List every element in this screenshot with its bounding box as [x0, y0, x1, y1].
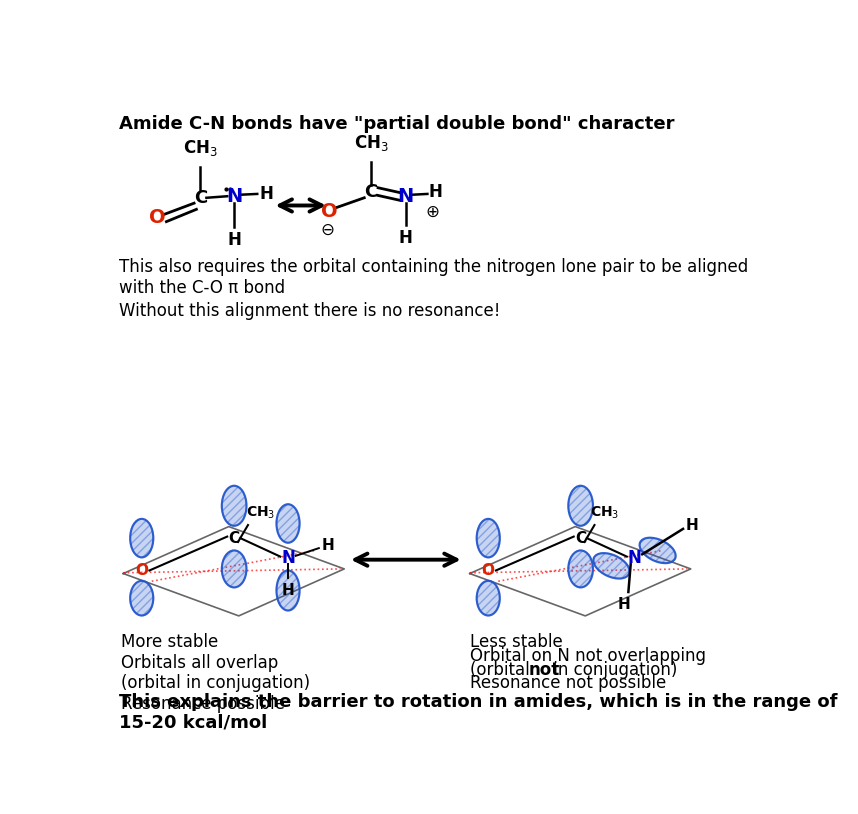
Ellipse shape	[276, 571, 299, 610]
Text: Without this alignment there is no resonance!: Without this alignment there is no reson…	[118, 302, 500, 320]
Text: O: O	[481, 563, 495, 578]
Text: CH$_3$: CH$_3$	[183, 138, 218, 158]
Text: Resonance not possible: Resonance not possible	[469, 675, 666, 693]
Text: H: H	[259, 185, 274, 203]
Text: CH$_3$: CH$_3$	[590, 505, 619, 521]
Text: C: C	[194, 189, 207, 207]
Text: O: O	[148, 208, 166, 227]
Text: H: H	[281, 583, 294, 597]
Text: C: C	[228, 531, 239, 545]
Text: H: H	[686, 518, 698, 532]
Ellipse shape	[568, 486, 593, 526]
Text: in conjugation): in conjugation)	[548, 660, 678, 679]
Ellipse shape	[222, 550, 246, 588]
Text: not: not	[529, 660, 559, 679]
Ellipse shape	[130, 519, 154, 558]
Text: H: H	[399, 229, 413, 247]
Text: This explains the barrier to rotation in amides, which is in the range of
15-20 : This explains the barrier to rotation in…	[118, 693, 837, 732]
Ellipse shape	[477, 581, 499, 615]
Ellipse shape	[639, 538, 675, 563]
Ellipse shape	[568, 550, 593, 588]
Ellipse shape	[222, 486, 246, 526]
Text: Amide C-N bonds have "partial double bond" character: Amide C-N bonds have "partial double bon…	[118, 115, 674, 133]
Text: H: H	[429, 182, 443, 200]
Text: ⊕: ⊕	[426, 203, 440, 221]
Text: C: C	[575, 531, 586, 545]
Ellipse shape	[276, 504, 299, 543]
Text: This also requires the orbital containing the nitrogen lone pair to be aligned
w: This also requires the orbital containin…	[118, 258, 748, 296]
Ellipse shape	[594, 554, 630, 579]
Text: Less stable: Less stable	[469, 632, 563, 651]
Text: CH$_3$: CH$_3$	[245, 505, 275, 521]
Text: H: H	[227, 231, 241, 249]
Text: (orbital: (orbital	[469, 660, 535, 679]
Ellipse shape	[130, 581, 154, 615]
Text: O: O	[136, 563, 148, 578]
Text: Orbital on N not overlapping: Orbital on N not overlapping	[469, 646, 706, 665]
Text: O: O	[321, 202, 337, 221]
Text: ⊖: ⊖	[320, 221, 335, 239]
Text: N: N	[281, 549, 295, 567]
Text: N: N	[627, 549, 642, 567]
Text: N: N	[398, 186, 414, 206]
Text: N: N	[226, 186, 242, 206]
Text: CH$_3$: CH$_3$	[353, 133, 389, 153]
Ellipse shape	[477, 519, 499, 558]
Text: H: H	[321, 538, 334, 554]
Text: H: H	[618, 597, 630, 611]
Text: More stable
Orbitals all overlap
(orbital in conjugation)
Resonance possible: More stable Orbitals all overlap (orbita…	[121, 632, 310, 713]
Text: C: C	[365, 182, 378, 200]
